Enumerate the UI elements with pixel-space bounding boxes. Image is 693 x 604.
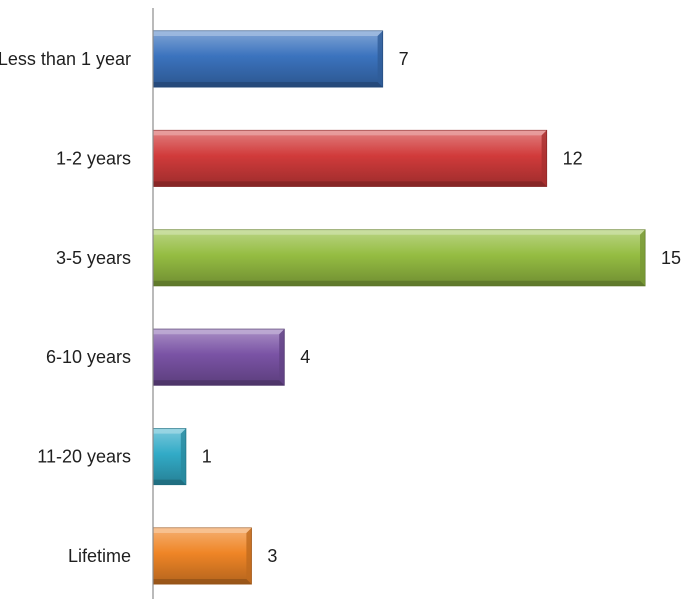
- bar-bevel-right: [279, 329, 285, 386]
- category-label: 3-5 years: [56, 248, 131, 268]
- bar-bevel-top: [153, 130, 547, 136]
- bar-bevel-top: [153, 31, 383, 36]
- bar-body: [152, 328, 285, 386]
- labels-layer: Less than 1 year 7 1-2 years 12 3-5 years 15 6…: [0, 49, 681, 566]
- value-label: 4: [300, 347, 310, 367]
- bar-body: [152, 129, 548, 187]
- bar-body: [152, 229, 646, 287]
- bar-6-10-years: [152, 328, 285, 386]
- bar-11-20-years: [152, 428, 187, 486]
- category-label: Less than 1 year: [0, 49, 131, 69]
- bar-bevel-right: [377, 31, 383, 87]
- bars-layer: [152, 30, 646, 585]
- bar-bevel-right: [246, 528, 252, 584]
- category-label: 11-20 years: [37, 447, 131, 467]
- bar-body: [152, 30, 384, 88]
- bar-bevel-bottom: [153, 280, 645, 286]
- bar-bevel-bottom: [153, 82, 383, 87]
- bar-bevel-bottom: [153, 380, 285, 386]
- bar-bevel-bottom: [153, 479, 186, 485]
- value-label: 7: [399, 49, 409, 69]
- bar-bevel-bottom: [153, 579, 252, 584]
- bar-bevel-right: [640, 229, 645, 286]
- category-label: 6-10 years: [46, 347, 131, 367]
- value-label: 3: [267, 546, 277, 566]
- bar-lifetime: [152, 527, 252, 585]
- bar-body: [152, 527, 252, 585]
- value-label: 1: [202, 447, 212, 467]
- bar-bevel-right: [180, 428, 186, 485]
- bar-bevel-top: [153, 428, 186, 434]
- bar-less-than-1-year: [152, 30, 384, 88]
- bar-3-5-years: [152, 229, 646, 287]
- bar-bevel-top: [153, 329, 285, 335]
- bar-bevel-bottom: [153, 181, 547, 187]
- category-label: 1-2 years: [56, 148, 131, 168]
- bar-1-2-years: [152, 129, 548, 187]
- bar-bevel-top: [153, 229, 645, 235]
- value-label: 15: [661, 248, 681, 268]
- category-label: Lifetime: [68, 546, 131, 566]
- value-label: 12: [563, 148, 583, 168]
- bar-bevel-top: [153, 528, 252, 533]
- bar-bevel-right: [541, 130, 547, 187]
